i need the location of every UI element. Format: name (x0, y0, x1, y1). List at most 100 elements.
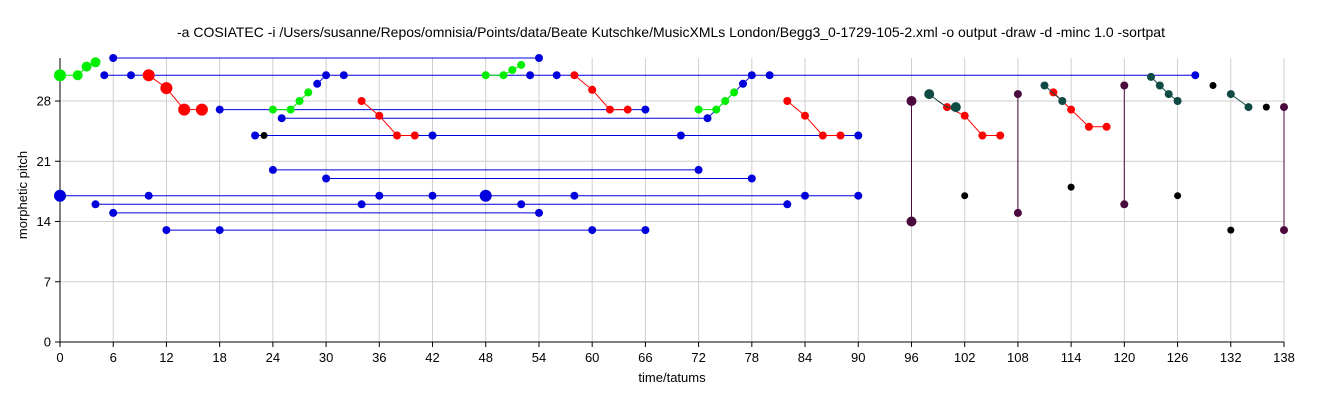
data-point (1174, 192, 1182, 200)
series-black (260, 82, 1270, 234)
connector-line (786, 100, 841, 136)
data-point (178, 103, 191, 116)
data-point (694, 105, 703, 114)
data-point (72, 70, 83, 81)
x-tick-label: 96 (904, 350, 918, 365)
x-tick-label: 30 (319, 350, 333, 365)
data-point (268, 165, 277, 174)
data-point (961, 192, 969, 200)
data-series (54, 54, 1288, 235)
x-tick-label: 72 (691, 350, 705, 365)
data-point (1191, 71, 1200, 80)
data-point (739, 79, 747, 88)
data-point (854, 191, 863, 200)
data-point (694, 165, 703, 174)
data-point (950, 102, 961, 113)
data-point (195, 103, 208, 116)
x-tick-label: 120 (1113, 350, 1135, 365)
x-tick-label: 42 (425, 350, 439, 365)
x-tick-label: 102 (954, 350, 976, 365)
data-point (54, 189, 66, 202)
y-tick-label: 21 (37, 154, 51, 169)
data-point (268, 105, 277, 114)
data-point (535, 54, 543, 62)
data-point (570, 191, 579, 200)
data-point (960, 111, 969, 120)
connector-line (574, 74, 628, 111)
x-tick-label: 54 (532, 350, 546, 365)
data-point (1262, 103, 1270, 111)
series-red (142, 69, 1111, 140)
data-point (641, 226, 650, 235)
data-point (91, 200, 100, 209)
data-point (295, 97, 304, 105)
data-point (251, 131, 260, 140)
data-point (160, 82, 173, 95)
data-point (499, 71, 508, 80)
data-point (1209, 82, 1217, 89)
data-point (783, 97, 792, 105)
data-point (818, 131, 827, 140)
x-tick-label: 6 (110, 350, 117, 365)
data-point (1013, 90, 1022, 99)
data-point (730, 88, 739, 97)
x-tick-label: 78 (745, 350, 759, 365)
data-point (1040, 81, 1049, 90)
data-point (1067, 183, 1075, 191)
data-point (144, 191, 153, 200)
x-tick-label: 90 (851, 350, 865, 365)
connector-line (272, 92, 309, 111)
data-point (765, 71, 774, 80)
data-point (1280, 103, 1288, 112)
y-tick-label: 0 (44, 335, 51, 350)
data-point (676, 131, 685, 140)
data-point (127, 71, 135, 80)
x-tick-label: 18 (212, 350, 226, 365)
data-point (1084, 122, 1093, 131)
grid (59, 58, 1285, 343)
series-purple (906, 81, 1288, 235)
data-point (605, 105, 614, 114)
data-point (854, 131, 863, 140)
data-point (357, 97, 366, 105)
data-point (978, 131, 987, 140)
x-tick-label: 132 (1220, 350, 1242, 365)
x-tick-label: 138 (1273, 350, 1295, 365)
connector-line (485, 64, 522, 76)
data-point (783, 200, 792, 209)
data-point (906, 216, 917, 227)
x-tick-label: 24 (266, 350, 280, 365)
connector-line (361, 100, 415, 136)
x-tick-label: 48 (479, 350, 493, 365)
data-point (1102, 122, 1111, 131)
data-point (508, 66, 517, 74)
data-point (1227, 226, 1235, 234)
data-point (517, 200, 526, 209)
data-point (1147, 72, 1155, 81)
data-point (1173, 97, 1182, 105)
data-point (375, 111, 384, 120)
data-point (142, 69, 155, 82)
data-point (996, 131, 1005, 140)
data-point (1120, 81, 1129, 90)
data-point (588, 226, 597, 235)
connector-line (148, 74, 202, 111)
data-point (703, 114, 712, 123)
data-point (1226, 90, 1235, 99)
data-point (304, 88, 313, 97)
data-point (277, 114, 286, 123)
data-point (588, 85, 597, 94)
data-point (100, 71, 109, 80)
connector-line (1150, 76, 1178, 102)
x-tick-label: 0 (56, 350, 63, 365)
data-point (90, 57, 101, 68)
connector-line (698, 92, 735, 111)
data-point (801, 111, 809, 120)
data-point (836, 131, 845, 140)
x-tick-label: 36 (372, 350, 386, 365)
x-tick-label: 12 (159, 350, 173, 365)
x-tick-label: 84 (798, 350, 812, 365)
data-point (428, 191, 437, 200)
series-blue (54, 54, 1200, 235)
data-point (747, 71, 756, 80)
